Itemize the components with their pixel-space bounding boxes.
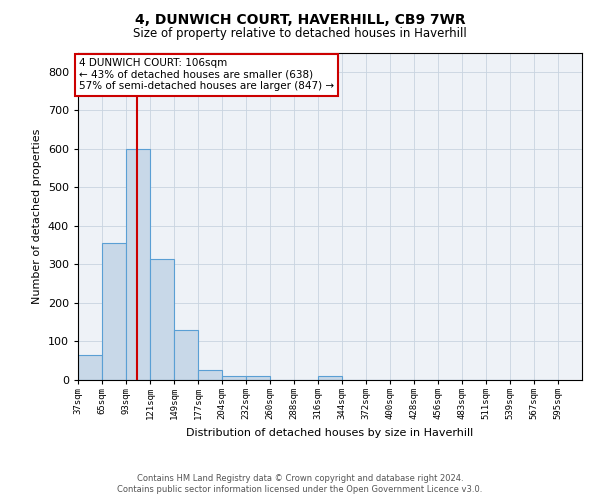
Bar	[318, 376, 342, 380]
Bar	[246, 376, 270, 380]
Y-axis label: Number of detached properties: Number of detached properties	[32, 128, 42, 304]
Bar	[221, 376, 246, 380]
Text: Size of property relative to detached houses in Haverhill: Size of property relative to detached ho…	[133, 28, 467, 40]
Bar	[102, 243, 126, 380]
Bar	[126, 149, 150, 380]
Text: 4 DUNWICH COURT: 106sqm
← 43% of detached houses are smaller (638)
57% of semi-d: 4 DUNWICH COURT: 106sqm ← 43% of detache…	[79, 58, 334, 92]
Bar	[150, 258, 175, 380]
Bar	[175, 330, 199, 380]
X-axis label: Distribution of detached houses by size in Haverhill: Distribution of detached houses by size …	[187, 428, 473, 438]
Bar	[78, 355, 102, 380]
Text: 4, DUNWICH COURT, HAVERHILL, CB9 7WR: 4, DUNWICH COURT, HAVERHILL, CB9 7WR	[134, 12, 466, 26]
Bar	[199, 370, 223, 380]
Text: Contains HM Land Registry data © Crown copyright and database right 2024.
Contai: Contains HM Land Registry data © Crown c…	[118, 474, 482, 494]
